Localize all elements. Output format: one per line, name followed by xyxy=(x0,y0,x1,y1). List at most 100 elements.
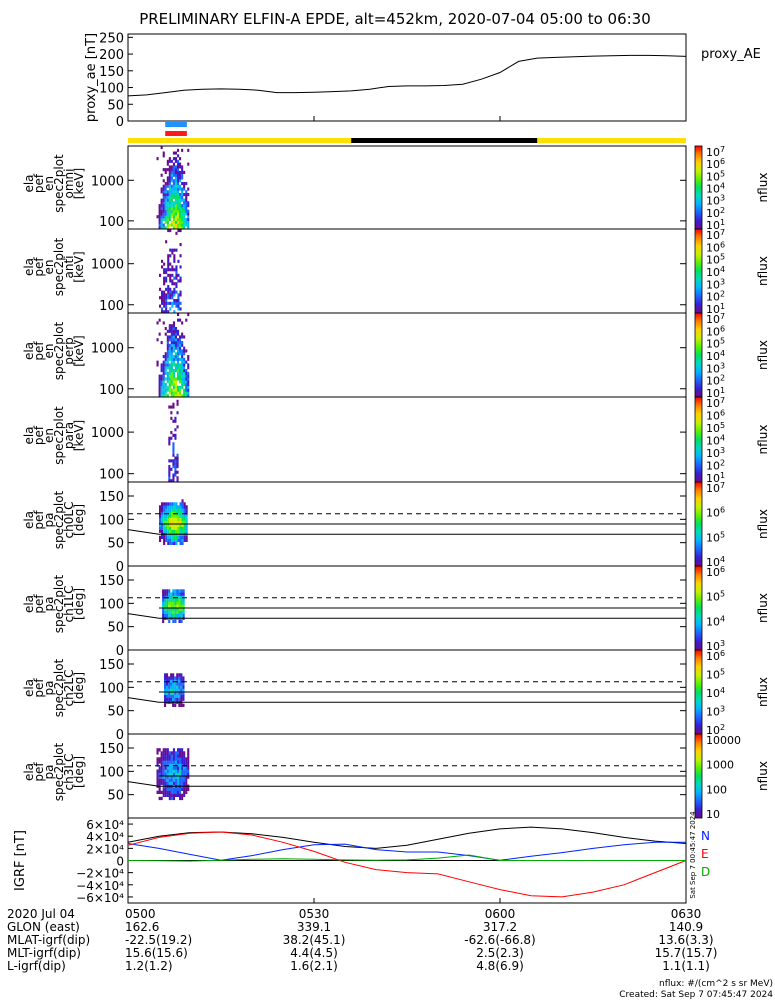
spectrogram-cell xyxy=(172,694,175,698)
spectrogram-cell xyxy=(156,757,159,761)
spectrogram-cell xyxy=(170,598,173,602)
spectrogram-cell xyxy=(185,380,188,384)
spectrogram-cell xyxy=(181,523,184,527)
spectrogram-cell xyxy=(181,173,184,177)
spectrogram-cell xyxy=(156,775,159,779)
spectrogram-cell xyxy=(181,217,184,221)
spectrogram-cell xyxy=(172,453,175,457)
spectrogram-cell xyxy=(180,697,183,701)
ytick-label: 1000 xyxy=(91,258,124,273)
spectrogram-cell xyxy=(162,369,165,373)
spectrogram-cell xyxy=(168,679,171,683)
ylabel-line: ela xyxy=(22,342,36,360)
spectrogram-cell xyxy=(171,526,174,530)
colorbar-tick-exp: 6 xyxy=(720,649,725,658)
spectrogram-cell xyxy=(160,385,163,389)
spectrogram-cell xyxy=(170,673,173,677)
spectrogram-cell xyxy=(178,595,181,599)
spectrogram-cell xyxy=(171,304,174,308)
spectrogram-cell xyxy=(174,223,177,227)
ylabel-line: [keV] xyxy=(72,251,86,282)
spectrogram-cell xyxy=(163,293,166,297)
spectrogram-cell xyxy=(185,385,188,389)
spectrogram-cell xyxy=(174,754,177,758)
spectrogram-cell xyxy=(172,619,175,623)
spectrogram-cell xyxy=(185,517,188,521)
spectrogram-cell xyxy=(169,279,172,283)
spectrogram-cell xyxy=(170,190,173,194)
spectrogram-cell xyxy=(174,436,177,440)
ytick-label: 100 xyxy=(99,215,124,230)
colorbar-tick-label: 101 xyxy=(706,302,725,316)
spectrogram-cell xyxy=(164,190,167,194)
spectrogram-cell xyxy=(183,502,186,506)
spectrogram-cell xyxy=(170,383,173,387)
spectrogram-cell xyxy=(165,505,168,509)
spectrogram-cell xyxy=(171,508,174,512)
spectrogram-cell xyxy=(172,673,175,677)
spectrogram-cell xyxy=(161,293,164,297)
spectrogram-cell xyxy=(183,391,186,395)
spectrogram-cell xyxy=(183,184,186,188)
spectrogram-cell xyxy=(179,541,182,545)
spectrogram-cell xyxy=(180,691,183,695)
spectrogram-cell xyxy=(158,215,161,219)
spectrogram-cell xyxy=(174,190,177,194)
spectrogram-cell xyxy=(172,377,175,381)
spectrogram-cell xyxy=(185,182,188,186)
spectrogram-cell xyxy=(177,209,180,213)
spectrogram-cell xyxy=(177,535,180,539)
spectrogram-cell xyxy=(168,697,171,701)
spectrogram-cell xyxy=(183,349,186,353)
spectrogram-cell xyxy=(179,349,182,353)
colorbar-tick-base: 10 xyxy=(706,422,720,435)
spectrogram-cell xyxy=(161,296,164,300)
spectrogram-cell xyxy=(160,363,163,367)
colorbar-tick-label: 104 xyxy=(706,265,725,279)
spectrogram-cell xyxy=(177,217,180,221)
spectrogram-cell xyxy=(160,223,163,227)
spectrogram-cell xyxy=(161,526,164,530)
ylabel-line: pef xyxy=(32,510,46,530)
spectrogram-cell xyxy=(183,505,186,509)
spectrogram-cell xyxy=(168,182,171,186)
spectrogram-cell xyxy=(183,209,186,213)
spectrogram-cell xyxy=(179,535,182,539)
spectrogram-cell xyxy=(168,595,171,599)
ytick-label: 50 xyxy=(107,621,124,636)
spectrogram-cell xyxy=(166,209,169,213)
spectrogram-cell xyxy=(187,193,190,197)
spectrogram-cell xyxy=(170,324,173,328)
panel-frame xyxy=(127,396,687,483)
spectrogram-cell xyxy=(187,209,190,213)
spectrogram-cell xyxy=(164,198,167,202)
spectrogram-cell xyxy=(178,604,181,608)
spectrogram-cell xyxy=(171,290,174,294)
spectrogram-cell xyxy=(179,195,182,199)
colorbar-label: nflux xyxy=(756,173,770,203)
spectrogram-cell xyxy=(169,538,172,542)
science-zone-blue-bar xyxy=(165,122,187,127)
spectrogram-cell xyxy=(181,204,184,208)
spectrogram-cell xyxy=(162,226,165,230)
spectrogram-cell xyxy=(161,502,164,506)
spectrogram-cell xyxy=(158,775,161,779)
spectrogram-cell xyxy=(181,535,184,539)
spectrogram-cell xyxy=(187,187,190,191)
spectrogram-cell xyxy=(162,790,165,794)
spectrogram-cell xyxy=(179,217,182,221)
spectrogram-cell xyxy=(179,346,182,350)
ytick-label: 0 xyxy=(116,644,124,659)
spectrogram-cell xyxy=(170,405,173,409)
spectrogram-cell xyxy=(169,229,172,233)
spectrogram-cell xyxy=(181,538,184,542)
spectrogram-cell xyxy=(172,760,175,764)
spectrogram-cell xyxy=(183,793,186,797)
spectrogram-cell xyxy=(168,479,171,483)
spectrogram-cell xyxy=(179,220,182,224)
spectrogram-cell xyxy=(167,262,170,266)
spectrogram-cell xyxy=(164,604,167,608)
spectrogram-ch2LC: 150100500elapefpaspec2plotch2LC[deg]1061… xyxy=(22,649,770,743)
ytick-label: 1000 xyxy=(91,174,124,189)
